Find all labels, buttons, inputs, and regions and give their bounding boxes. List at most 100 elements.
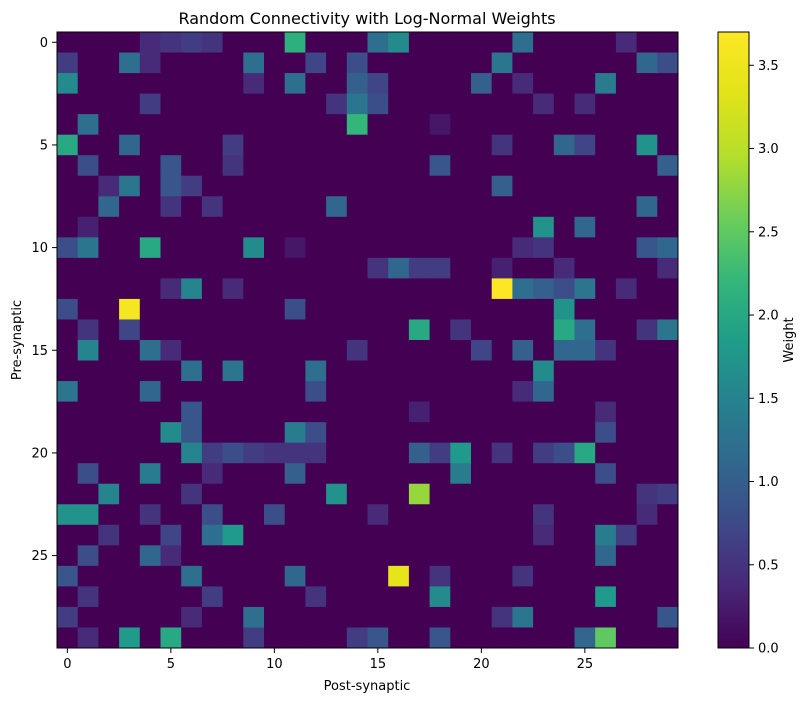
heatmap-cell — [160, 278, 182, 300]
heatmap-cell — [346, 340, 368, 361]
heatmap-cell — [595, 298, 617, 320]
heatmap-cell — [346, 483, 368, 505]
heatmap-cell — [471, 32, 493, 53]
heatmap-cell — [450, 73, 472, 94]
heatmap-cell — [595, 565, 617, 587]
heatmap-cell — [160, 155, 182, 177]
heatmap-cell — [139, 278, 161, 300]
heatmap-cell — [533, 216, 555, 238]
heatmap-cell — [471, 442, 493, 464]
heatmap-cell — [512, 463, 534, 485]
heatmap-cell — [326, 134, 348, 156]
heatmap-cell — [57, 93, 79, 115]
heatmap-cell — [388, 175, 410, 197]
heatmap-cell — [388, 401, 410, 423]
heatmap-cell — [181, 175, 203, 197]
heatmap-cell — [284, 524, 306, 546]
heatmap-cell — [408, 155, 430, 177]
heatmap-cell — [326, 237, 348, 259]
heatmap-cell — [57, 524, 79, 546]
heatmap-cell — [553, 134, 575, 156]
heatmap-cell — [284, 134, 306, 156]
heatmap-cell — [657, 340, 679, 361]
heatmap-cell — [533, 586, 555, 608]
heatmap-cell — [636, 175, 658, 197]
heatmap-cell — [367, 360, 389, 382]
heatmap-cell — [222, 463, 244, 485]
heatmap-cell — [615, 32, 637, 53]
heatmap-cell — [512, 401, 534, 423]
heatmap-cell — [98, 216, 120, 238]
heatmap-cell — [429, 627, 451, 649]
heatmap-cell — [264, 298, 286, 320]
heatmap-cell — [471, 114, 493, 136]
heatmap-cell — [595, 586, 617, 608]
heatmap-cell — [201, 627, 223, 649]
y-tick-label: 25 — [31, 549, 48, 564]
heatmap-cell — [408, 483, 430, 505]
heatmap-cell — [243, 545, 265, 567]
heatmap-cell — [119, 319, 141, 341]
heatmap-cell — [429, 216, 451, 238]
heatmap-cell — [615, 340, 637, 361]
heatmap-cell — [201, 340, 223, 361]
heatmap-cell — [491, 340, 513, 361]
heatmap-cell — [264, 483, 286, 505]
heatmap-cell — [533, 565, 555, 587]
heatmap-cell — [429, 155, 451, 177]
heatmap-cell — [57, 73, 79, 94]
heatmap-cell — [657, 401, 679, 423]
heatmap-cell — [201, 257, 223, 279]
heatmap-cell — [222, 73, 244, 94]
heatmap-cell — [139, 340, 161, 361]
heatmap-cell — [222, 257, 244, 279]
heatmap-cell — [553, 155, 575, 177]
heatmap-cell — [57, 586, 79, 608]
heatmap-cell — [139, 422, 161, 444]
heatmap-cell — [284, 586, 306, 608]
heatmap-cell — [657, 257, 679, 279]
heatmap-cell — [574, 381, 596, 402]
heatmap-cell — [471, 360, 493, 382]
heatmap-cell — [408, 586, 430, 608]
heatmap-cell — [98, 114, 120, 136]
heatmap-cell — [533, 463, 555, 485]
heatmap-cell — [160, 196, 182, 218]
heatmap-cell — [222, 381, 244, 402]
heatmap-cell — [574, 114, 596, 136]
heatmap-cell — [119, 381, 141, 402]
heatmap-cell — [367, 381, 389, 402]
heatmap-cell — [657, 606, 679, 628]
heatmap-cell — [471, 483, 493, 505]
heatmap-cell — [305, 422, 327, 444]
heatmap-cell — [595, 360, 617, 382]
heatmap-cell — [201, 463, 223, 485]
heatmap-cell — [595, 463, 617, 485]
heatmap-cell — [574, 73, 596, 94]
heatmap-cell — [367, 319, 389, 341]
heatmap-cell — [367, 422, 389, 444]
heatmap-cell — [553, 319, 575, 341]
heatmap-cell — [346, 196, 368, 218]
heatmap-cell — [367, 298, 389, 320]
heatmap-cell — [243, 155, 265, 177]
heatmap-cell — [553, 340, 575, 361]
heatmap-cell — [243, 134, 265, 156]
heatmap-cell — [408, 360, 430, 382]
heatmap-cell — [574, 278, 596, 300]
x-tick-label: 20 — [473, 657, 490, 672]
colorbar-tick-label: 2.5 — [758, 225, 779, 240]
heatmap-cell — [305, 627, 327, 649]
heatmap-cell — [553, 504, 575, 526]
heatmap-cell — [181, 401, 203, 423]
heatmap-cell — [201, 278, 223, 300]
heatmap-cell — [181, 360, 203, 382]
heatmap-cell — [119, 422, 141, 444]
heatmap-cell — [388, 524, 410, 546]
heatmap-cell — [181, 52, 203, 74]
heatmap-cell — [305, 483, 327, 505]
heatmap-cell — [615, 483, 637, 505]
heatmap-cell — [243, 196, 265, 218]
heatmap-cell — [450, 52, 472, 74]
